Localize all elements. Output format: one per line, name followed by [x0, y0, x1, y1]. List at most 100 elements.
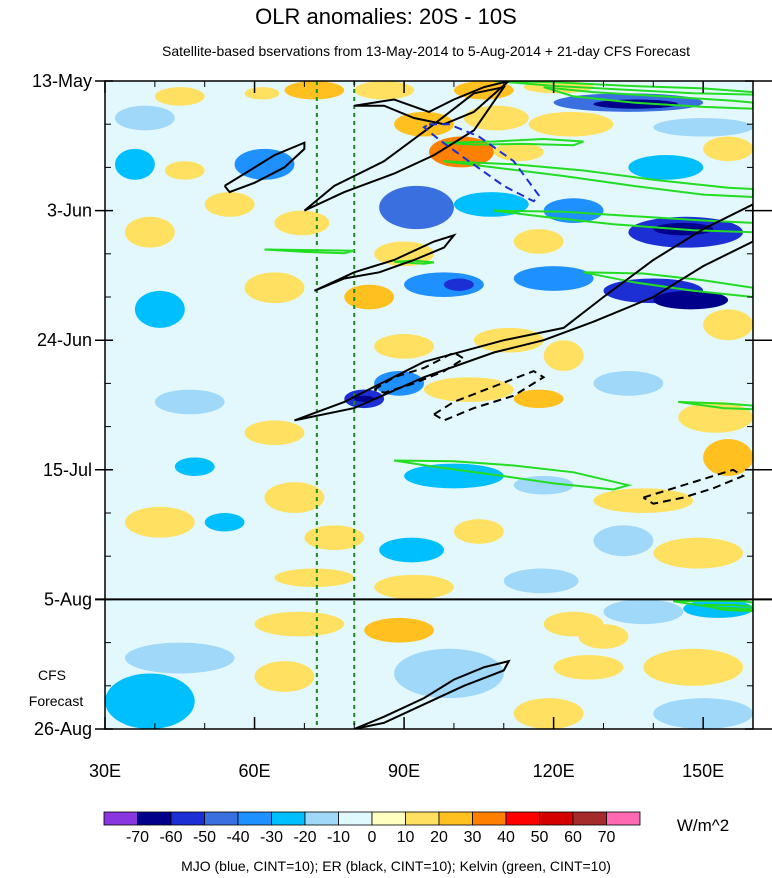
- x-tick-label: 60E: [239, 761, 271, 781]
- anomaly-cell: [354, 81, 415, 100]
- anomaly-cell: [653, 698, 753, 729]
- er-contour: [353, 659, 511, 729]
- anomaly-cell: [443, 278, 474, 291]
- anomaly-cell: [244, 272, 305, 304]
- x-tick-label: 120E: [533, 761, 575, 781]
- y-tick-label: 26-Aug: [34, 719, 92, 739]
- forecast-label-line1: CFS: [38, 667, 66, 683]
- anomaly-cell: [578, 624, 629, 649]
- axes: 30E 60E 90E 120E 150E 13-May 3-Jun 24-Jun 15-Jul…: [32, 71, 772, 781]
- mjo-contour: [422, 123, 540, 203]
- kelvin-contour: [678, 400, 753, 411]
- anomaly-cell: [503, 568, 579, 594]
- anomaly-cell: [394, 111, 454, 137]
- er-contour: [642, 468, 746, 505]
- colorbar: -70 -60 -50 -40 -30 -20 -10 0 10 20 30 40 50 60 70: [103, 811, 641, 846]
- anomaly-cell: [628, 155, 704, 180]
- colorbar-swatch: [371, 811, 406, 826]
- anomaly-cell: [174, 457, 215, 476]
- anomaly-cell: [124, 216, 175, 248]
- colorbar-swatch: [405, 811, 440, 826]
- anomaly-cell: [204, 513, 245, 532]
- anomaly-cell: [244, 420, 305, 446]
- anomaly-cell: [379, 185, 454, 230]
- colorbar-label: 60: [564, 829, 582, 846]
- anomaly-cell: [453, 519, 504, 544]
- anomaly-cell: [164, 161, 205, 180]
- anomaly-cell: [593, 371, 664, 396]
- colorbar-label: 10: [397, 829, 415, 846]
- chart-subtitle: Satellite-based bservations from 13-May-…: [162, 43, 690, 59]
- anomaly-field: [105, 81, 753, 729]
- chart-title: OLR anomalies: 20S - 10S: [255, 4, 517, 29]
- kelvin-contour: [702, 604, 753, 613]
- colorbar-label: 50: [531, 829, 549, 846]
- anomaly-cell: [244, 87, 280, 100]
- colorbar-swatch: [539, 811, 574, 826]
- anomaly-cell: [154, 389, 225, 415]
- kelvin-contour: [264, 248, 355, 255]
- anomaly-cell: [653, 290, 729, 310]
- colorbar-label: 40: [497, 829, 515, 846]
- colorbar-label: -10: [327, 829, 350, 846]
- anomaly-cell: [304, 525, 365, 551]
- colorbar-label: 30: [464, 829, 482, 846]
- anomaly-cell: [394, 648, 504, 699]
- er-contour: [373, 351, 466, 394]
- y-tick-label: 13-May: [32, 71, 92, 91]
- anomaly-cell: [493, 142, 544, 162]
- anomaly-cell: [593, 525, 654, 557]
- anomaly-cell: [204, 192, 255, 217]
- colorbar-label: -20: [293, 829, 316, 846]
- anomaly-cell: [379, 537, 444, 563]
- kelvin-contour: [493, 81, 753, 96]
- anomaly-cell: [124, 642, 235, 674]
- colorbar-swatch: [472, 811, 507, 826]
- kelvin-contour: [493, 209, 753, 234]
- colorbar-swatch: [606, 811, 641, 826]
- anomaly-cell: [703, 309, 753, 341]
- anomaly-cell: [274, 568, 355, 588]
- y-tick-label: 5-Aug: [44, 589, 92, 609]
- colorbar-unit: W/m^2: [677, 816, 729, 835]
- anomaly-cell: [234, 148, 295, 180]
- colorbar-label: -40: [226, 829, 249, 846]
- anomaly-cell: [344, 284, 395, 310]
- anomaly-cell: [653, 118, 753, 137]
- colorbar-label: -30: [260, 829, 283, 846]
- anomaly-cell: [354, 395, 375, 402]
- anomaly-cell: [513, 698, 584, 729]
- kelvin-contour: [583, 271, 753, 299]
- y-tick-label: 3-Jun: [47, 201, 92, 221]
- anomaly-cell: [105, 673, 195, 729]
- er-contour: [223, 141, 306, 194]
- anomaly-cell: [134, 290, 185, 328]
- anomaly-cell: [364, 617, 434, 643]
- anomaly-cell: [154, 87, 205, 106]
- anomaly-cell: [284, 81, 345, 100]
- forecast-label-line2: Forecast: [29, 693, 84, 709]
- anomaly-cell: [543, 198, 604, 223]
- anomaly-cell: [114, 105, 175, 131]
- anomaly-cell: [264, 482, 325, 513]
- kelvin-contour: [393, 459, 633, 491]
- er-contour: [313, 233, 457, 292]
- kelvin-contour: [443, 160, 753, 199]
- kelvin-contour: [394, 259, 435, 265]
- anomaly-cell: [424, 377, 514, 402]
- anomaly-cell: [603, 599, 684, 625]
- anomaly-cell: [553, 654, 624, 680]
- anomaly-cell: [404, 463, 504, 489]
- er-contour: [303, 85, 507, 212]
- kelvin-contour: [543, 86, 753, 110]
- er-contour: [433, 369, 546, 422]
- anomaly-cell: [124, 506, 195, 538]
- colorbar-swatch: [338, 811, 373, 826]
- kelvin-contour: [443, 137, 584, 147]
- chart-footer: MJO (blue, CINT=10); ER (black, CINT=10)…: [181, 858, 611, 874]
- x-tick-label: 90E: [388, 761, 420, 781]
- colorbar-label: -60: [159, 829, 182, 846]
- anomaly-cell: [114, 148, 155, 180]
- anomaly-cell: [528, 111, 614, 137]
- anomaly-cell: [513, 389, 564, 409]
